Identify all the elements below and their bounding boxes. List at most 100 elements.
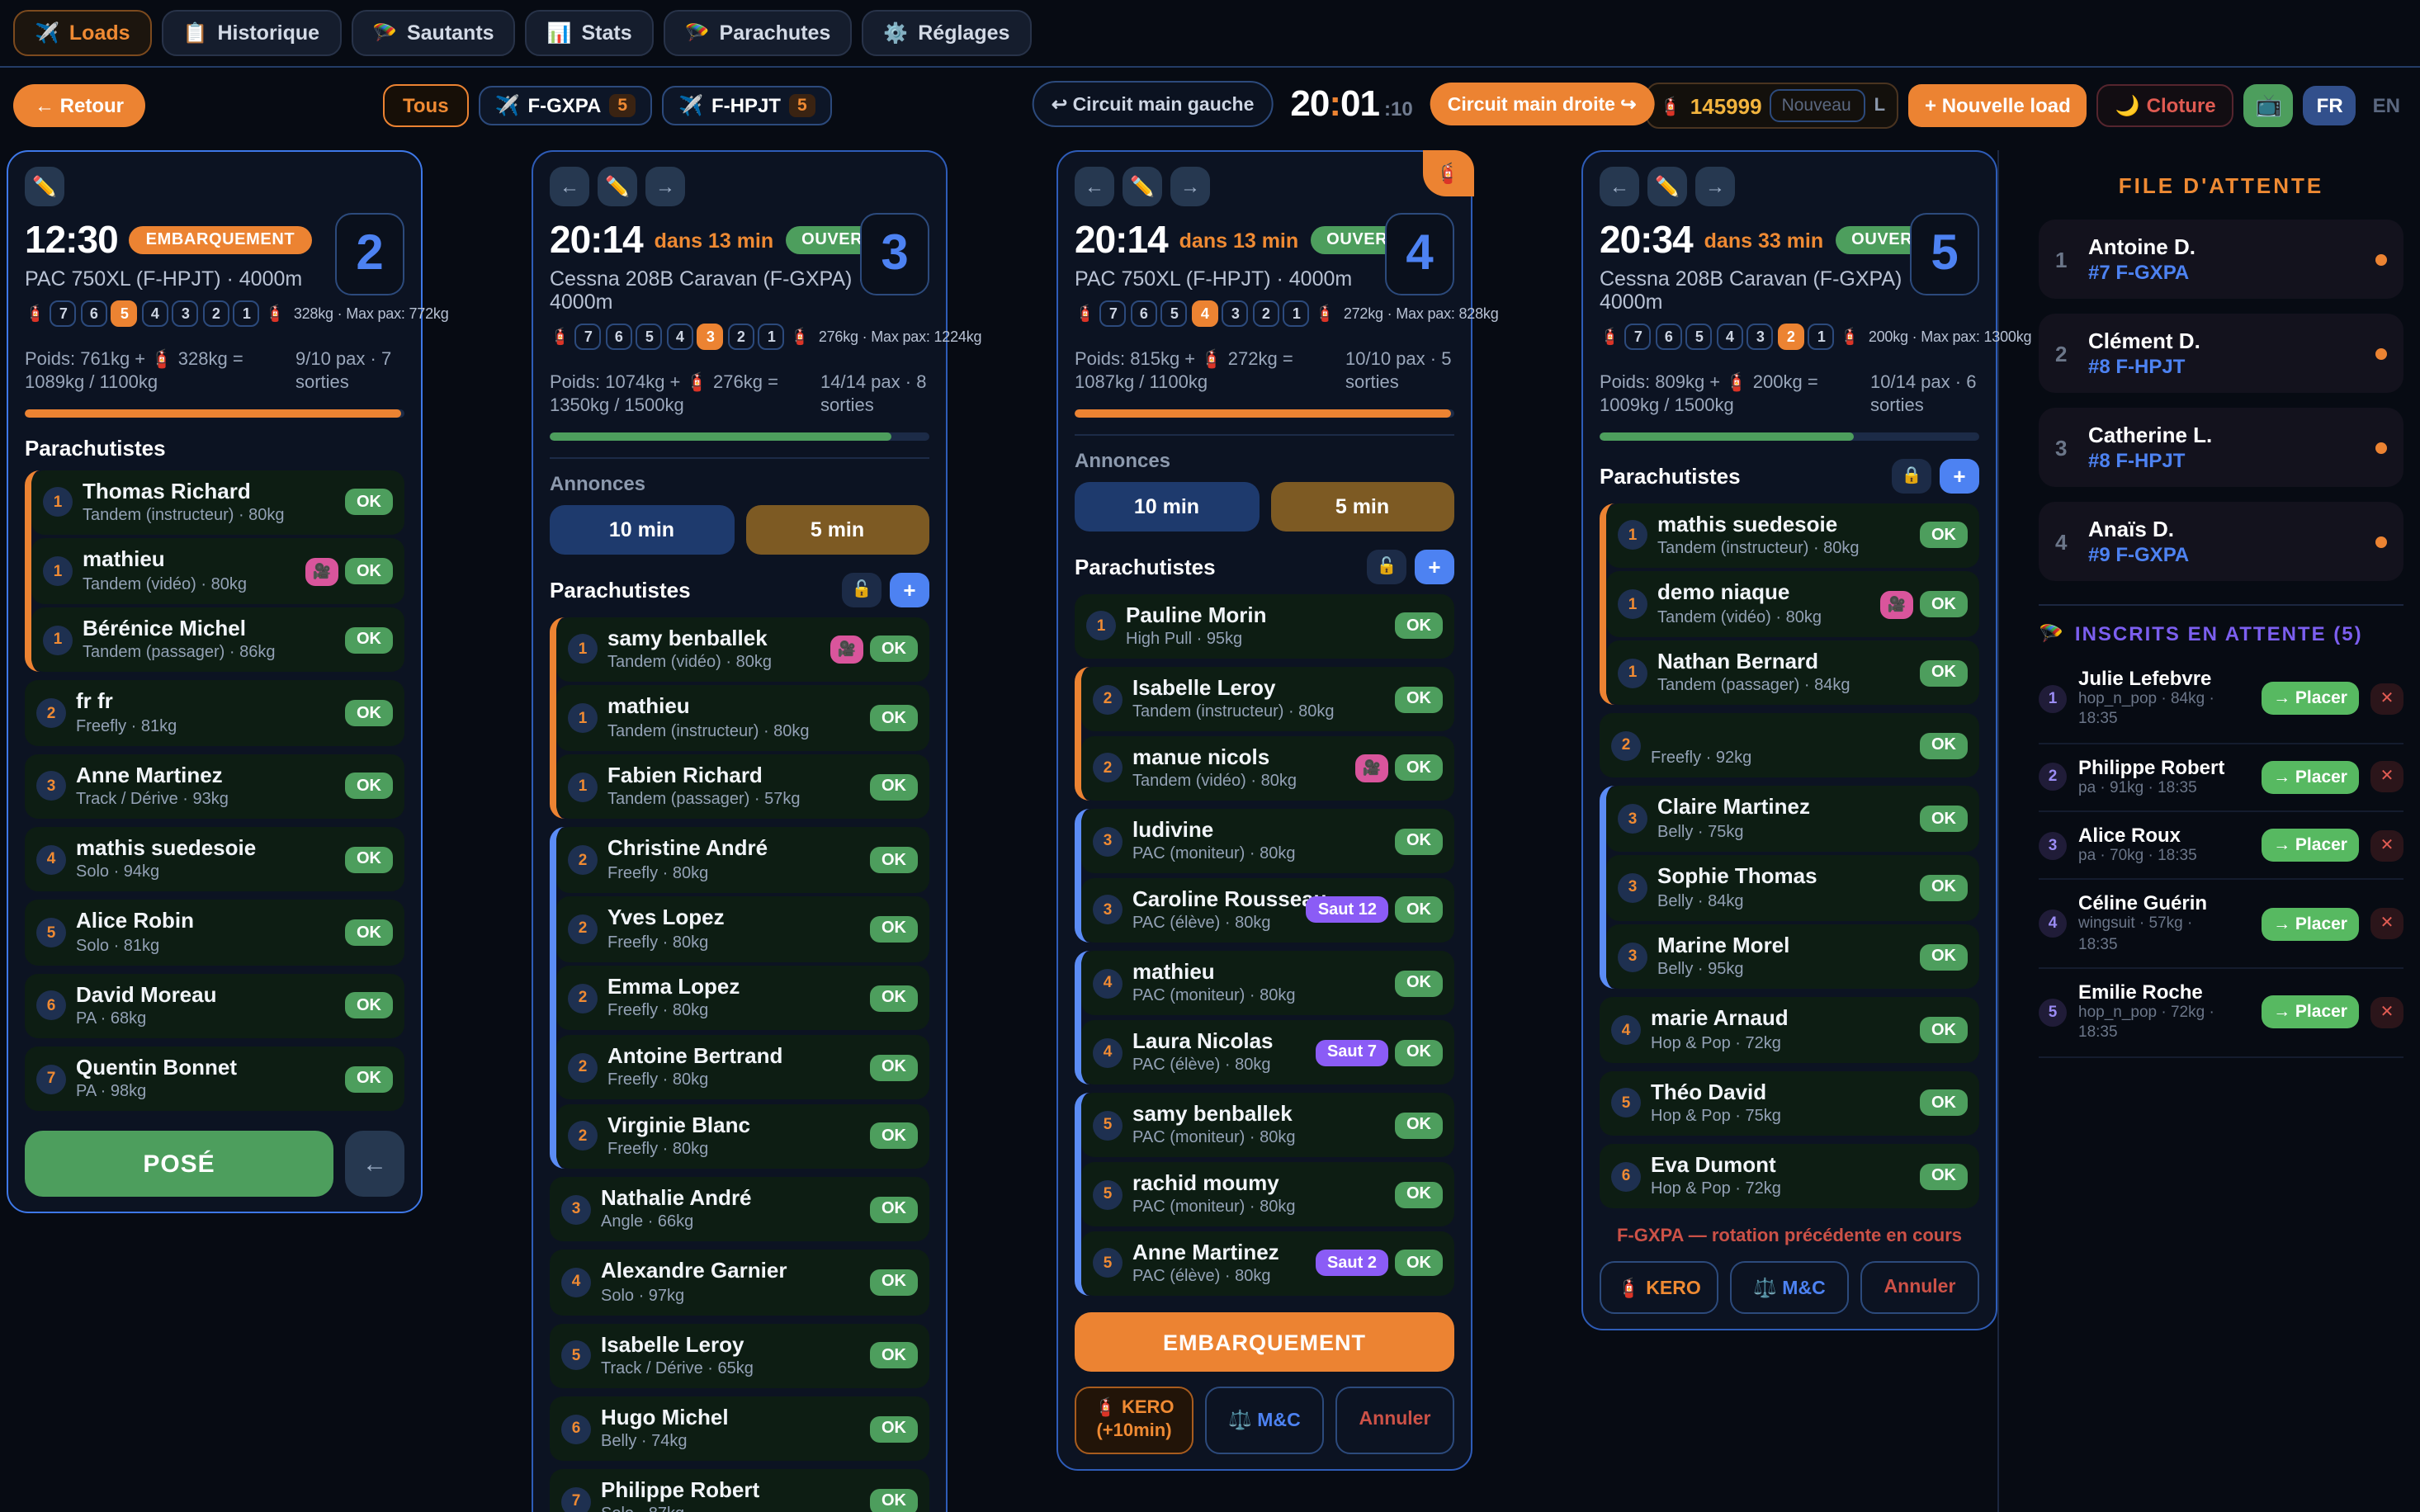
add-jumper-button[interactable]: +: [1940, 458, 1979, 494]
back-button[interactable]: ← Retour: [13, 84, 145, 127]
jumper-row[interactable]: 1 Bérénice Michel Tandem (passager) · 86…: [31, 607, 404, 673]
jumper-row[interactable]: 5 Alice Robin Solo · 81kg 🎥: [25, 900, 404, 966]
pose-button[interactable]: POSÉ: [25, 1131, 333, 1198]
circuit-left-button[interactable]: ↩ Circuit main gauche: [1031, 81, 1274, 127]
fuel-input[interactable]: [1770, 89, 1866, 122]
lang-fr-button[interactable]: FR: [2303, 86, 2356, 125]
lock-icon[interactable]: 🔓: [842, 572, 882, 607]
rotation-chip[interactable]: 3: [1222, 300, 1249, 327]
jumper-row[interactable]: 1 Thomas Richard Tandem (instructeur) · …: [31, 470, 404, 535]
remove-button[interactable]: ✕: [2370, 996, 2403, 1028]
jumper-row[interactable]: 1 mathieu Tandem (instructeur) · 80kg 🎥: [556, 685, 929, 751]
remove-button[interactable]: ✕: [2370, 761, 2403, 793]
add-jumper-button[interactable]: +: [890, 572, 929, 607]
jumper-row[interactable]: 4 Alexandre Garnier Solo · 97kg 🎥: [550, 1250, 929, 1316]
jumper-row[interactable]: 2 Emma Lopez Freefly · 80kg 🎥: [556, 966, 929, 1031]
jumper-row[interactable]: 4 mathis suedesoie Solo · 94kg 🎥: [25, 827, 404, 892]
manifest-check-button[interactable]: ⚖️ M&C: [1730, 1261, 1849, 1315]
rotation-chip[interactable]: 1: [1283, 300, 1310, 327]
jumper-row[interactable]: 3 Sophie Thomas Belly · 84kg 🎥: [1606, 855, 1979, 921]
cancel-button[interactable]: Annuler: [1335, 1387, 1454, 1454]
rotation-chip[interactable]: 7: [1624, 324, 1652, 350]
filter-all-button[interactable]: Tous: [383, 84, 469, 127]
manifest-check-button[interactable]: ⚖️ M&C: [1205, 1387, 1324, 1454]
nav-tab[interactable]: 🪂 Parachutes: [663, 10, 853, 56]
rotation-chip[interactable]: 5: [1685, 324, 1713, 350]
nav-tab[interactable]: ⚙️ Réglages: [862, 10, 1032, 56]
place-button[interactable]: → Placer: [2262, 995, 2359, 1029]
rotation-chip[interactable]: 7: [1099, 300, 1127, 327]
jumper-row[interactable]: 2 Freefly · 92kg 🎥 OK: [1600, 713, 1979, 778]
jumper-row[interactable]: 3 Nathalie André Angle · 66kg 🎥: [550, 1176, 929, 1242]
jumper-row[interactable]: 1 Nathan Bernard Tandem (passager) · 84k…: [1606, 640, 1979, 706]
nav-tab[interactable]: 📋 Historique: [161, 10, 342, 56]
move-left-button[interactable]: ←: [1600, 167, 1639, 206]
jumper-row[interactable]: 7 Quentin Bonnet PA · 98kg 🎥: [25, 1046, 404, 1112]
announce-5min-button[interactable]: 5 min: [1270, 481, 1454, 532]
jumper-row[interactable]: 1 Fabien Richard Tandem (passager) · 57k…: [556, 754, 929, 820]
rotation-chip[interactable]: 6: [1655, 324, 1682, 350]
jumper-row[interactable]: 2 manue nicols Tandem (vidéo) · 80kg 🎥: [1081, 735, 1454, 801]
rotation-chip[interactable]: 4: [1191, 300, 1218, 327]
announce-10min-button[interactable]: 10 min: [550, 504, 734, 555]
remove-button[interactable]: ✕: [2370, 829, 2403, 862]
rotation-chip[interactable]: 2: [1252, 300, 1279, 327]
edit-load-button[interactable]: ✏️: [1123, 167, 1162, 206]
jumper-row[interactable]: 1 samy benballek Tandem (vidéo) · 80kg 🎥: [556, 617, 929, 682]
jumper-row[interactable]: 3 Claire Martinez Belly · 75kg 🎥: [1606, 786, 1979, 852]
jumper-row[interactable]: 4 Laura Nicolas PAC (élève) · 80kg Saut …: [1081, 1019, 1454, 1085]
place-button[interactable]: → Placer: [2262, 760, 2359, 794]
jumper-row[interactable]: 2 Yves Lopez Freefly · 80kg 🎥: [556, 896, 929, 962]
jumper-row[interactable]: 2 Antoine Bertrand Freefly · 80kg 🎥: [556, 1034, 929, 1100]
circuit-right-button[interactable]: Circuit main droite ↪: [1429, 83, 1655, 125]
jumper-row[interactable]: 5 rachid moumy PAC (moniteur) · 80kg 🎥: [1081, 1161, 1454, 1227]
jumper-row[interactable]: 1 Pauline Morin High Pull · 95kg 🎥: [1075, 593, 1454, 659]
lock-icon[interactable]: 🔓: [1367, 549, 1406, 584]
jumper-row[interactable]: 5 Théo David Hop & Pop · 75kg 🎥: [1600, 1070, 1979, 1136]
move-left-button[interactable]: ←: [1075, 167, 1114, 206]
add-jumper-button[interactable]: +: [1415, 549, 1454, 584]
rotation-chip[interactable]: 5: [1160, 300, 1188, 327]
announce-5min-button[interactable]: 5 min: [745, 504, 929, 555]
remove-button[interactable]: ✕: [2370, 683, 2403, 715]
lock-icon[interactable]: 🔒: [1892, 458, 1931, 494]
place-button[interactable]: → Placer: [2262, 907, 2359, 941]
rotation-chip[interactable]: 1: [1808, 324, 1835, 350]
lang-en-button[interactable]: EN: [2372, 94, 2400, 117]
edit-load-button[interactable]: ✏️: [1647, 167, 1687, 206]
jumper-row[interactable]: 1 mathis suedesoie Tandem (instructeur) …: [1606, 503, 1979, 568]
rotation-chip[interactable]: 5: [111, 300, 138, 327]
queue-item[interactable]: 1 Antoine D. #7 F-GXPA: [2039, 220, 2403, 299]
rotation-chip[interactable]: 1: [758, 324, 785, 350]
rotation-chip[interactable]: 2: [1777, 324, 1804, 350]
jumper-row[interactable]: 2 Virginie Blanc Freefly · 80kg 🎥: [556, 1103, 929, 1169]
jumper-row[interactable]: 5 Isabelle Leroy Track / Dérive · 65kg 🎥: [550, 1323, 929, 1388]
rotation-chip[interactable]: 4: [1716, 324, 1743, 350]
rotation-chip[interactable]: 5: [636, 324, 663, 350]
jumper-row[interactable]: 2 fr fr Freefly · 81kg 🎥: [25, 680, 404, 746]
announce-10min-button[interactable]: 10 min: [1075, 481, 1259, 532]
jumper-row[interactable]: 1 demo niaque Tandem (vidéo) · 80kg 🎥: [1606, 571, 1979, 637]
rotation-chip[interactable]: 2: [727, 324, 754, 350]
rotation-chip[interactable]: 6: [80, 300, 107, 327]
jumper-row[interactable]: 3 Anne Martinez Track / Dérive · 93kg 🎥: [25, 754, 404, 820]
move-right-button[interactable]: →: [645, 167, 685, 206]
kero-plus10-button[interactable]: 🧯 KERO (+10min): [1075, 1387, 1193, 1454]
filter-aircraft-2[interactable]: ✈️ F-HPJT 5: [662, 86, 832, 125]
rotation-chip[interactable]: 7: [50, 300, 77, 327]
rotation-chip[interactable]: 6: [1130, 300, 1157, 327]
queue-item[interactable]: 3 Catherine L. #8 F-HPJT: [2039, 408, 2403, 487]
queue-item[interactable]: 4 Anaïs D. #9 F-GXPA: [2039, 502, 2403, 581]
edit-load-button[interactable]: ✏️: [25, 167, 64, 206]
jumper-row[interactable]: 2 Christine André Freefly · 80kg 🎥: [556, 827, 929, 893]
rotation-chip[interactable]: 6: [605, 324, 632, 350]
rotation-chip[interactable]: 1: [233, 300, 260, 327]
jumper-row[interactable]: 4 mathieu PAC (moniteur) · 80kg 🎥: [1081, 951, 1454, 1016]
rotation-chip[interactable]: 4: [141, 300, 168, 327]
jumper-row[interactable]: 6 Hugo Michel Belly · 74kg 🎥: [550, 1396, 929, 1462]
place-button[interactable]: → Placer: [2262, 682, 2359, 716]
jumper-row[interactable]: 5 Anne Martinez PAC (élève) · 80kg Saut …: [1081, 1231, 1454, 1297]
nav-tab[interactable]: 📊 Stats: [525, 10, 654, 56]
rotation-chip[interactable]: 2: [202, 300, 229, 327]
jumper-row[interactable]: 3 ludivine PAC (moniteur) · 80kg 🎥: [1081, 808, 1454, 874]
